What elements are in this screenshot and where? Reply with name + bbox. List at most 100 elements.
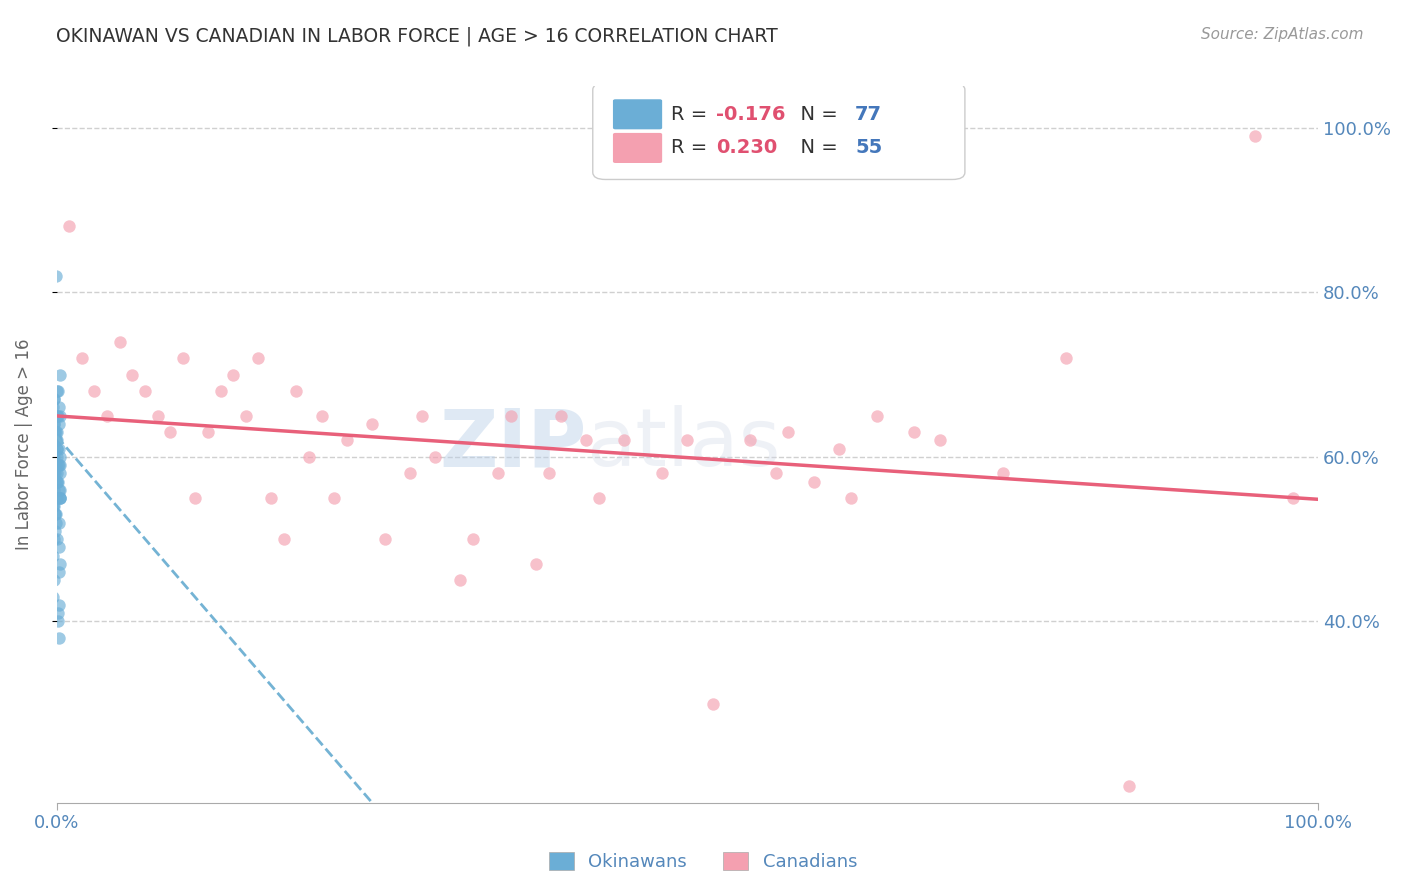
Point <box>46 615 69 629</box>
Point <box>46 384 69 398</box>
Point <box>48 483 70 497</box>
Point <box>48 565 70 579</box>
Point <box>928 434 950 448</box>
Point <box>273 532 295 546</box>
Point <box>48 598 70 612</box>
Point <box>46 409 69 423</box>
Point <box>45 475 67 489</box>
Point <box>45 467 67 481</box>
Point <box>48 401 70 415</box>
Point <box>108 334 131 349</box>
Text: 0.230: 0.230 <box>717 138 778 158</box>
Point <box>134 384 156 398</box>
Point <box>184 491 207 505</box>
Point <box>1054 351 1077 365</box>
Point <box>247 351 270 365</box>
Point <box>865 409 887 423</box>
Point <box>46 434 69 448</box>
Point <box>486 467 509 481</box>
Text: N =: N = <box>789 138 844 158</box>
Point <box>46 475 69 489</box>
Point <box>42 401 65 415</box>
Point <box>45 434 67 448</box>
Point <box>702 697 724 711</box>
Point <box>42 392 65 407</box>
Point <box>197 425 219 439</box>
Point <box>48 384 70 398</box>
Point <box>44 434 66 448</box>
Point <box>44 500 66 514</box>
Text: ZIP: ZIP <box>439 406 586 483</box>
Point <box>48 467 70 481</box>
Point <box>146 409 169 423</box>
Point <box>44 508 66 522</box>
Point <box>285 384 308 398</box>
Point <box>49 491 72 505</box>
Point <box>323 491 346 505</box>
Point <box>44 475 66 489</box>
Text: 77: 77 <box>855 104 882 124</box>
Point <box>44 417 66 431</box>
Point <box>499 409 522 423</box>
Point <box>903 425 925 439</box>
Point <box>49 450 72 464</box>
Point <box>42 549 65 563</box>
Point <box>48 491 70 505</box>
Point <box>42 532 65 546</box>
Point <box>45 458 67 472</box>
Point <box>45 425 67 439</box>
Point <box>651 467 673 481</box>
Point <box>46 491 69 505</box>
Point <box>449 574 471 588</box>
Point <box>48 631 70 645</box>
Point <box>841 491 863 505</box>
Point <box>48 458 70 472</box>
Point <box>46 442 69 456</box>
Point <box>361 417 384 431</box>
Point <box>45 532 67 546</box>
Point <box>42 450 65 464</box>
Point <box>49 368 72 382</box>
Point <box>159 425 181 439</box>
Point <box>121 368 143 382</box>
Y-axis label: In Labor Force | Age > 16: In Labor Force | Age > 16 <box>15 339 32 550</box>
Point <box>588 491 610 505</box>
Point <box>676 434 699 448</box>
Point <box>96 409 118 423</box>
Point <box>1244 128 1267 143</box>
Point <box>1282 491 1305 505</box>
Text: 55: 55 <box>855 138 883 158</box>
Point <box>298 450 321 464</box>
Point <box>235 409 257 423</box>
Point <box>48 541 70 555</box>
Point <box>42 450 65 464</box>
Point <box>803 475 825 489</box>
Text: -0.176: -0.176 <box>717 104 786 124</box>
Point <box>411 409 433 423</box>
Point <box>48 442 70 456</box>
Point <box>42 409 65 423</box>
Point <box>1118 779 1140 793</box>
Point <box>44 442 66 456</box>
FancyBboxPatch shape <box>613 99 662 129</box>
Point <box>49 458 72 472</box>
Point <box>49 483 72 497</box>
Point <box>42 392 65 407</box>
Point <box>311 409 333 423</box>
Point <box>48 417 70 431</box>
Point <box>613 434 636 448</box>
Point <box>44 458 66 472</box>
Point <box>46 475 69 489</box>
Point <box>83 384 105 398</box>
Point <box>44 425 66 439</box>
Point <box>45 442 67 456</box>
Point <box>45 508 67 522</box>
Point <box>42 590 65 604</box>
Point <box>44 434 66 448</box>
Point <box>537 467 560 481</box>
Point <box>42 458 65 472</box>
Point <box>336 434 359 448</box>
Point <box>45 434 67 448</box>
Text: OKINAWAN VS CANADIAN IN LABOR FORCE | AGE > 16 CORRELATION CHART: OKINAWAN VS CANADIAN IN LABOR FORCE | AG… <box>56 27 778 46</box>
Point <box>46 606 69 620</box>
